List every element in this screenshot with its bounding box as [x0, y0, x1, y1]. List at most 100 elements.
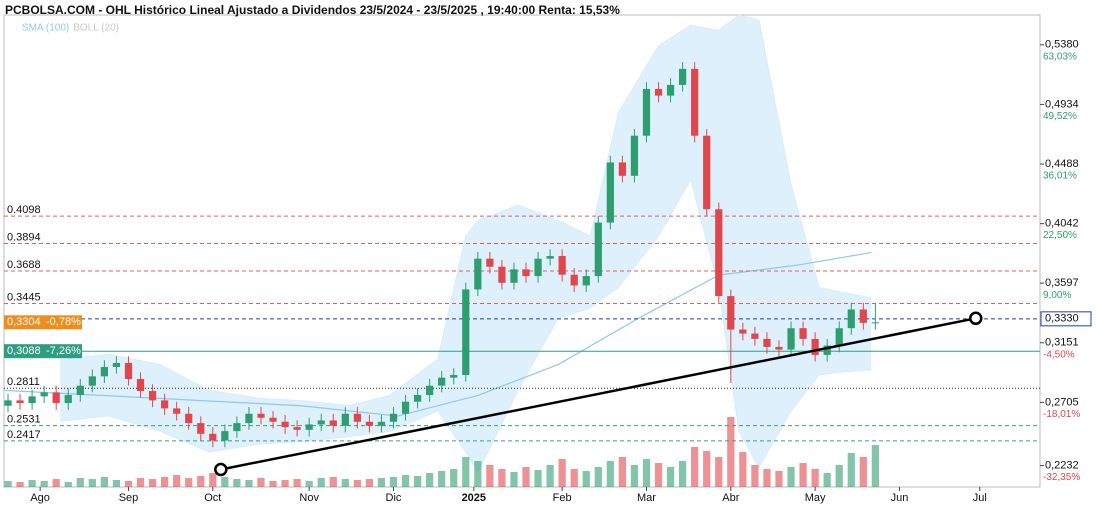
candle-body	[353, 413, 361, 422]
volume-bar	[654, 463, 663, 487]
candle-body	[148, 391, 157, 401]
volume-bar	[799, 463, 807, 487]
tag-price: 0,3088	[7, 345, 41, 357]
volume-bar	[715, 457, 723, 487]
x-tick-label: 2025	[462, 492, 486, 504]
volume-bar	[341, 479, 349, 487]
chart-title: PCBOLSA.COM - OHL Histórico Lineal Ajust…	[5, 3, 620, 17]
volume-bar	[197, 476, 205, 487]
candle-body	[245, 413, 253, 424]
volume-bar	[161, 477, 169, 487]
candle-body	[847, 309, 855, 329]
y-tick-label: 0,4934	[1045, 98, 1079, 110]
volume-bar	[570, 469, 578, 487]
volume-bar	[28, 480, 36, 487]
candle-body	[28, 396, 36, 404]
candle-body	[257, 413, 265, 418]
volume-bar	[112, 480, 121, 487]
volume-bar	[703, 451, 711, 487]
candle-body	[305, 424, 313, 430]
sma-line	[3, 251, 872, 417]
x-tick-label: May	[805, 492, 826, 504]
tag-box	[1040, 311, 1092, 327]
candle-body	[450, 374, 458, 378]
volume-bar	[642, 459, 651, 487]
y2-tick-label: -4,50%	[1043, 349, 1075, 360]
x-tick-label: Feb	[553, 492, 572, 504]
volume-bar	[389, 477, 398, 487]
volume-bar	[739, 452, 747, 487]
volume-bar	[64, 482, 72, 487]
tag-price: 0,3330	[1045, 313, 1079, 325]
y-tick-label: 0,3597	[1045, 277, 1079, 289]
candle-body	[209, 433, 217, 441]
volume-bar	[281, 480, 289, 487]
band-fill	[60, 15, 872, 473]
y-tick-label: 0,4042	[1045, 218, 1079, 230]
candle-body	[16, 400, 24, 404]
level-label: 0.2531	[7, 414, 41, 426]
mid-layer	[4, 62, 1040, 448]
candle-body	[703, 135, 711, 210]
back-layer	[3, 14, 879, 487]
volume-bar	[450, 469, 458, 487]
volume-bar	[691, 447, 699, 487]
x-tick-label: Sep	[119, 492, 139, 504]
candle-body	[377, 421, 386, 426]
candle-body	[474, 258, 482, 290]
volume-bar	[811, 469, 819, 487]
candle-body	[534, 258, 542, 277]
trend-line	[220, 317, 976, 471]
candle-body	[727, 296, 735, 330]
level-label: 0.2811	[7, 376, 40, 388]
volume-bar	[329, 477, 337, 487]
candle-body	[413, 395, 422, 402]
candle-body	[871, 322, 879, 324]
volume-bar	[4, 481, 12, 487]
volume-bar	[763, 469, 771, 487]
volume-bar	[76, 478, 84, 487]
candle-body	[510, 269, 518, 283]
legend-entry: SMA (100)	[22, 23, 69, 34]
candle-body	[40, 392, 48, 397]
volume-bar	[40, 481, 48, 487]
volume-bar	[727, 417, 735, 487]
candle-body	[522, 269, 530, 277]
candle-body	[835, 328, 843, 346]
volume-bar	[185, 478, 193, 487]
candle-body	[775, 346, 783, 350]
candle-body	[173, 408, 181, 414]
x-tick-label: Jun	[891, 492, 909, 504]
volume-bar	[558, 459, 566, 487]
level-label: 0.3688	[7, 259, 41, 271]
candle-body	[317, 420, 325, 425]
tag-change: -0,78%	[46, 316, 81, 328]
candle-body	[811, 338, 819, 355]
candle-body	[341, 413, 349, 426]
y2-tick-label: 63,03%	[1043, 51, 1077, 62]
band-lower	[60, 178, 872, 474]
volume-bar	[16, 482, 24, 487]
volume-bar	[353, 480, 361, 487]
volume-bar	[365, 479, 374, 487]
candle-body	[64, 395, 72, 404]
volume-bar	[498, 469, 506, 487]
x-tick-label: Jul	[973, 492, 987, 504]
candle-body	[715, 209, 723, 297]
volume-bar	[871, 445, 879, 487]
volume-bar	[124, 481, 133, 487]
volume-bar	[546, 465, 554, 487]
volume-bar	[221, 477, 229, 487]
candle-body	[666, 84, 675, 96]
candle-body	[124, 362, 133, 379]
candle-body	[76, 385, 84, 396]
volume-bar	[582, 471, 590, 487]
y-tick-label: 0,3151	[1045, 337, 1079, 349]
candle-body	[799, 328, 807, 339]
x-tick-label: Ago	[30, 492, 50, 504]
volume-bar	[257, 478, 265, 487]
candle-body	[293, 427, 301, 430]
volume-bar	[618, 457, 627, 487]
candle-body	[161, 400, 169, 409]
volume-bar	[474, 461, 482, 487]
